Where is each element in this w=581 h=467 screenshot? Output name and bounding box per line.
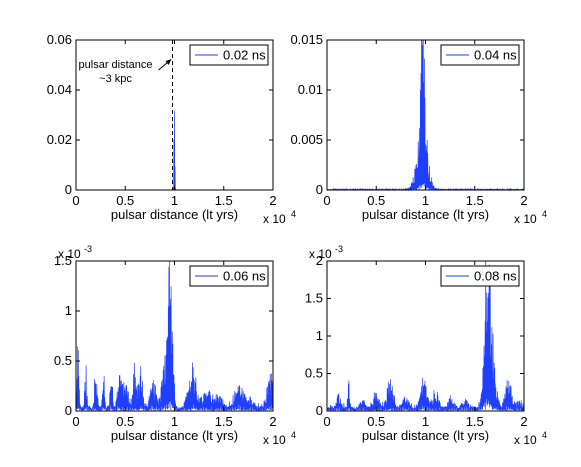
y-tick-label: 0.02	[47, 132, 72, 147]
x-axis-label: pulsar distance (lt yrs)	[111, 207, 238, 222]
x-tick-label: 0.5	[367, 193, 385, 208]
x-axis-label: pulsar distance (lt yrs)	[362, 207, 489, 222]
x-tick-label: 0	[323, 414, 330, 429]
x-tick-label: 0	[72, 414, 79, 429]
annotation-text-line1: pulsar distance	[79, 59, 153, 71]
legend: 0.08 ns	[440, 265, 520, 287]
x-tick-label: 1.5	[215, 414, 233, 429]
y-multiplier-exponent: -3	[335, 244, 343, 254]
legend-label: 0.08 ns	[474, 269, 517, 284]
y-tick-label: 0.04	[47, 82, 72, 97]
y-tick-label: 0.06	[47, 32, 72, 47]
x-tick-label: 1.5	[466, 414, 484, 429]
x-tick-label: 0.5	[116, 414, 134, 429]
x-multiplier: x 10	[263, 212, 286, 226]
x-tick-label: 2	[520, 193, 527, 208]
legend-box	[189, 265, 269, 287]
y-multiplier: x 10	[309, 247, 332, 261]
x-multiplier-exponent: 4	[542, 209, 547, 219]
x-tick-label: 1.5	[466, 193, 484, 208]
y-tick-label: 0	[65, 403, 72, 418]
x-tick-label: 1	[171, 414, 178, 429]
x-axis-label: pulsar distance (lt yrs)	[362, 428, 489, 443]
series-line-bottom-right	[326, 260, 525, 411]
series-line-bottom-left	[75, 260, 274, 411]
y-tick-label: 0.01	[298, 82, 323, 97]
panel-top-right: 0 0.5 1 1.5 2 0 0.005 0.01 0.015 pulsar distance …	[290, 32, 547, 226]
x-multiplier: x 10	[514, 212, 537, 226]
x-tick-label: 0.5	[116, 193, 134, 208]
x-tick-label: 0	[323, 193, 330, 208]
y-multiplier: x 10	[58, 247, 81, 261]
y-tick-label: 1.5	[305, 291, 323, 306]
series-line-top-left	[76, 110, 273, 191]
x-tick-label: 1	[422, 193, 429, 208]
y-tick-label: 2	[316, 253, 323, 268]
x-tick-label: 2	[269, 414, 276, 429]
y-tick-label: 1.5	[54, 253, 72, 268]
legend: 0.06 ns	[189, 265, 269, 287]
y-tick-label: 0.5	[54, 353, 72, 368]
y-tick-label: 1	[316, 328, 323, 343]
x-tick-label: 1.5	[215, 193, 233, 208]
legend-label: 0.02 ns	[223, 48, 266, 63]
x-multiplier-exponent: 4	[291, 430, 296, 440]
x-tick-label: 2	[269, 193, 276, 208]
legend-box	[440, 265, 520, 287]
x-tick-label: 1	[422, 414, 429, 429]
panel-bottom-right: 0 0.5 1 1.5 2 0 0.5 1 1.5 2 pulsar distance (lt yr…	[305, 244, 547, 447]
y-tick-label: 0.5	[305, 366, 323, 381]
annotation-text-line2: ~3 kpc	[99, 73, 132, 85]
x-tick-label: 1	[171, 193, 178, 208]
y-tick-label: 1	[65, 303, 72, 318]
annotation-arrowhead	[165, 59, 172, 65]
legend: 0.02 ns	[189, 44, 269, 66]
legend-box	[440, 44, 520, 66]
x-tick-label: 2	[520, 414, 527, 429]
y-tick-label: 0.015	[290, 32, 323, 47]
y-tick-label: 0.005	[290, 132, 323, 147]
x-multiplier-exponent: 4	[542, 430, 547, 440]
x-tick-label: 0	[72, 193, 79, 208]
legend-box	[189, 44, 269, 66]
legend-label: 0.06 ns	[223, 269, 266, 284]
x-multiplier: x 10	[263, 433, 286, 447]
x-tick-label: 0.5	[367, 414, 385, 429]
panel-top-left: pulsar distance ~3 kpc 0 0.5 1 1.5 2 0 0.02 0.04 0…	[47, 32, 296, 226]
x-multiplier: x 10	[514, 433, 537, 447]
legend-label: 0.04 ns	[474, 48, 517, 63]
y-tick-label: 0	[316, 403, 323, 418]
y-tick-label: 0	[65, 182, 72, 197]
y-tick-label: 0	[316, 182, 323, 197]
x-multiplier-exponent: 4	[291, 209, 296, 219]
legend: 0.04 ns	[440, 44, 520, 66]
x-axis-label: pulsar distance (lt yrs)	[111, 428, 238, 443]
y-multiplier-exponent: -3	[84, 244, 92, 254]
